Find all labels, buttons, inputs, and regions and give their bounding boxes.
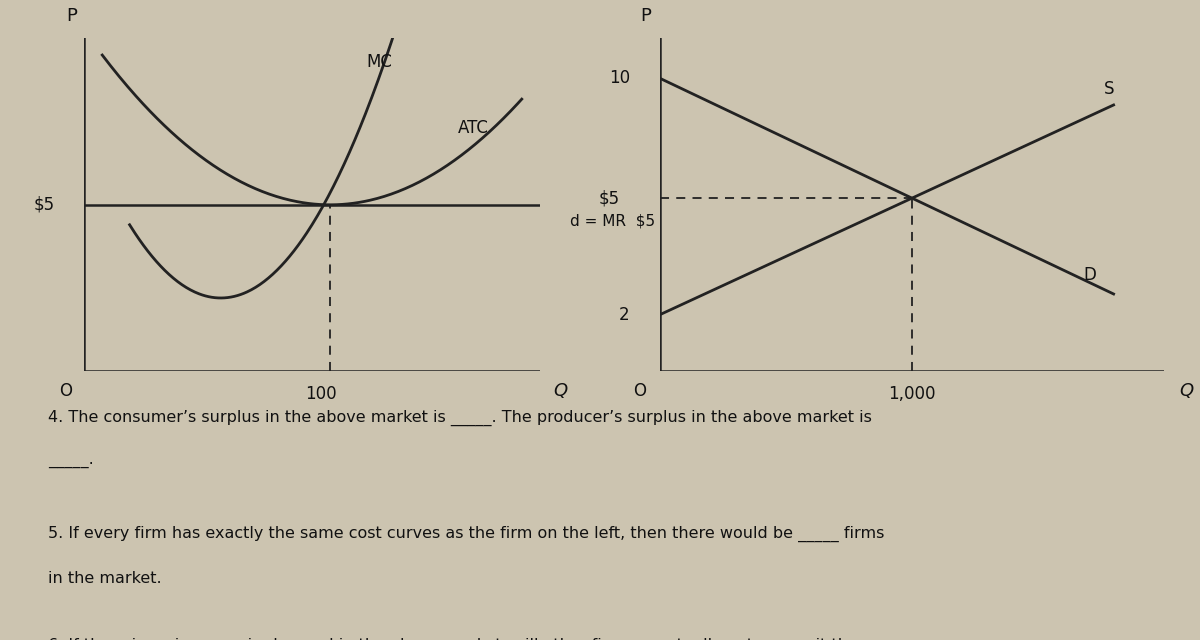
Text: 4. The consumer’s surplus in the above market is _____. The producer’s surplus i: 4. The consumer’s surplus in the above m… [48,410,872,426]
Text: O: O [634,382,647,400]
Text: $5: $5 [34,196,55,214]
Text: Q: Q [1180,382,1193,400]
Text: P: P [66,7,77,25]
Text: $5: $5 [599,189,619,207]
Text: Q: Q [553,382,568,400]
Text: 1,000: 1,000 [888,385,936,403]
Text: 10: 10 [608,69,630,87]
Text: 100: 100 [305,385,337,403]
Text: O: O [59,382,72,400]
Text: d = MR  $5: d = MR $5 [570,213,655,228]
Text: P: P [640,7,650,25]
Text: ATC: ATC [458,119,488,137]
Text: in the market.: in the market. [48,571,162,586]
Text: MC: MC [367,52,392,70]
Text: 5. If every firm has exactly the same cost curves as the firm on the left, then : 5. If every firm has exactly the same co… [48,526,884,542]
Text: 6. If there is an increase in demand in the above market, will other firms event: 6. If there is an increase in demand in … [48,638,858,640]
Text: _____.: _____. [48,454,94,469]
Text: 2: 2 [619,306,630,324]
Text: S: S [1104,80,1114,99]
Text: D: D [1084,266,1097,284]
